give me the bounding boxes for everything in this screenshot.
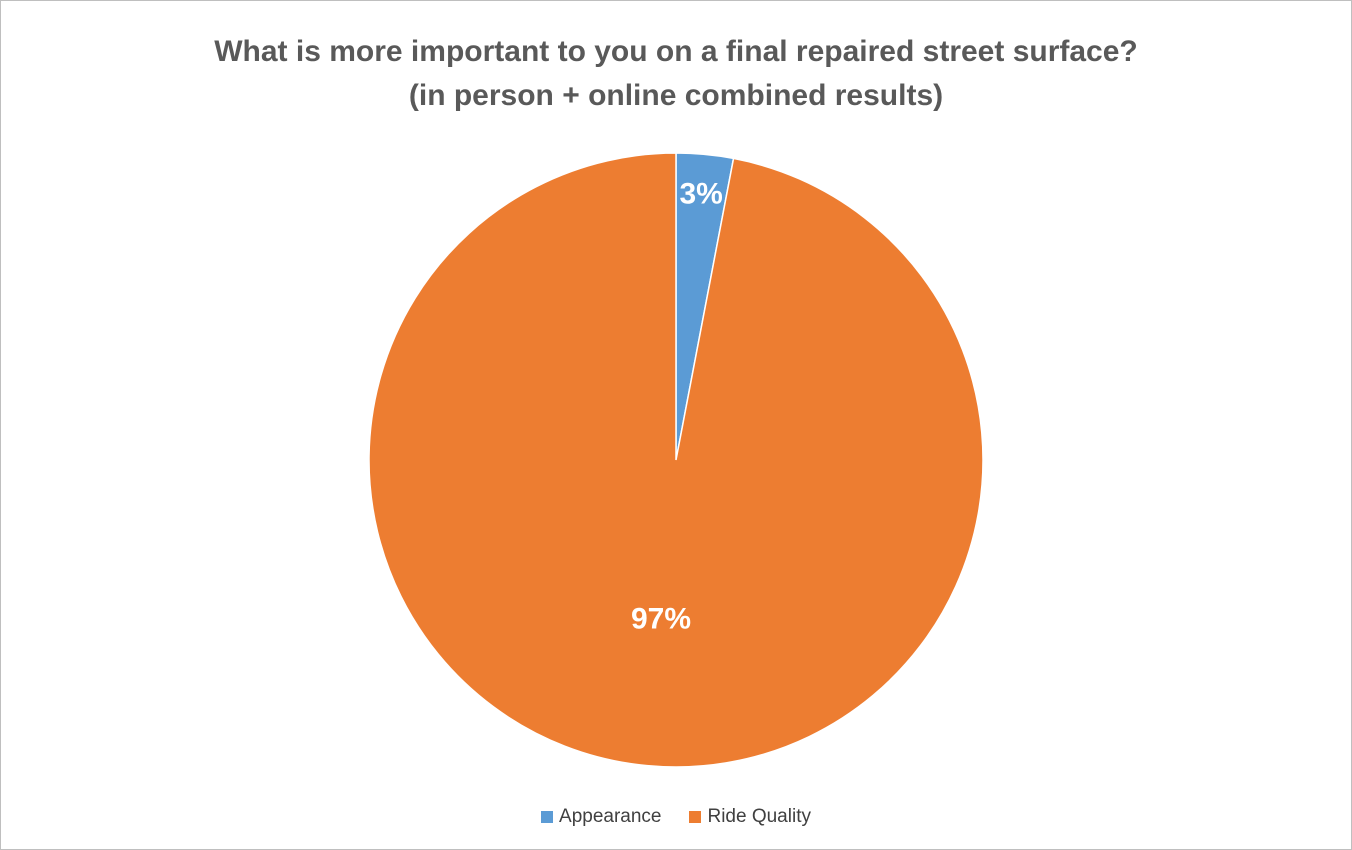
pie-slice-ride-quality[interactable]	[368, 152, 984, 768]
legend-item-ride-quality[interactable]: Ride Quality	[689, 806, 811, 828]
chart-title-line-1: What is more important to you on a final…	[214, 35, 1138, 68]
legend-label-ride-quality: Ride Quality	[707, 806, 811, 827]
legend: Appearance Ride Quality	[0, 806, 1352, 828]
chart-title-line-2: (in person + online combined results)	[408, 79, 944, 112]
data-label-appearance: 3%	[679, 178, 722, 211]
chart-title: What is more important to you on a final…	[0, 30, 1352, 118]
legend-label-appearance: Appearance	[559, 806, 662, 827]
legend-swatch-appearance	[541, 811, 554, 823]
legend-swatch-ride-quality	[689, 811, 702, 823]
legend-item-appearance[interactable]: Appearance	[541, 806, 661, 828]
data-label-ride-quality: 97%	[631, 602, 691, 635]
